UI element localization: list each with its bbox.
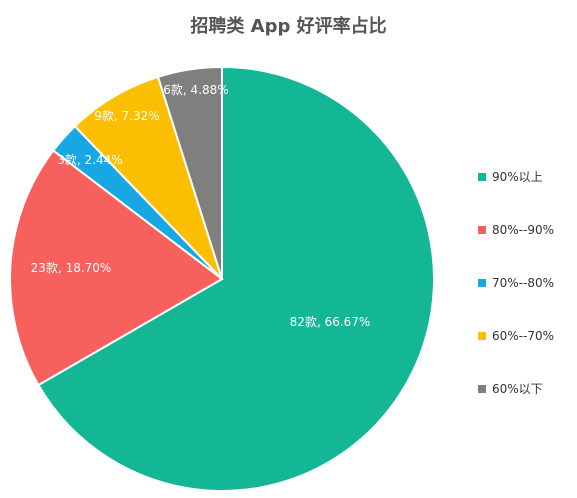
pie-slices — [9, 65, 435, 492]
chart-title: 招聘类 App 好评率占比 — [190, 16, 387, 37]
legend-swatch-2 — [478, 278, 486, 287]
legend-label-4: 60%以下 — [492, 382, 543, 396]
pie-slice-3 — [73, 75, 223, 280]
slice-label-0: 82款, 66.67% — [290, 315, 371, 329]
legend-item-3: 60%--70% — [478, 309, 554, 362]
legend-label-0: 90%以上 — [492, 170, 543, 184]
legend-swatch-4 — [478, 384, 486, 393]
legend-label-3: 60%--70% — [492, 328, 555, 343]
legend-label-2: 70%--80% — [492, 275, 555, 290]
legend-swatch-1 — [478, 225, 486, 234]
legend-label-1: 80%--90% — [492, 222, 555, 237]
legend-item-4: 60%以下 — [478, 362, 554, 415]
legend-item-1: 80%--90% — [478, 203, 554, 256]
legend: 90%以上 80%--90% 70%--80% 60%--70% 60%以下 — [478, 150, 554, 415]
slice-label-4: 6款, 4.88% — [163, 83, 228, 97]
pie-slice-4 — [156, 65, 223, 280]
slice-label-3: 9款, 7.32% — [94, 109, 159, 123]
pie-labels: 82款, 66.67% 23款, 18.70% 3款, 2.44% 9款, 7.32%… — [31, 83, 371, 329]
slice-label-2: 3款, 2.44% — [57, 153, 122, 167]
legend-swatch-3 — [478, 331, 486, 340]
pie-slice-1 — [9, 149, 224, 387]
pie-slice-0 — [37, 65, 435, 492]
legend-swatch-0 — [478, 172, 486, 181]
legend-item-2: 70%--80% — [478, 256, 554, 309]
legend-item-0: 90%以上 — [478, 150, 554, 203]
slice-label-1: 23款, 18.70% — [31, 261, 112, 275]
